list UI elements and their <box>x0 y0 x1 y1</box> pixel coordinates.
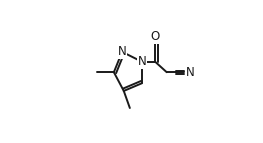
Text: N: N <box>118 45 127 58</box>
Text: O: O <box>150 30 160 43</box>
Text: N: N <box>138 55 146 68</box>
Text: N: N <box>186 66 195 79</box>
